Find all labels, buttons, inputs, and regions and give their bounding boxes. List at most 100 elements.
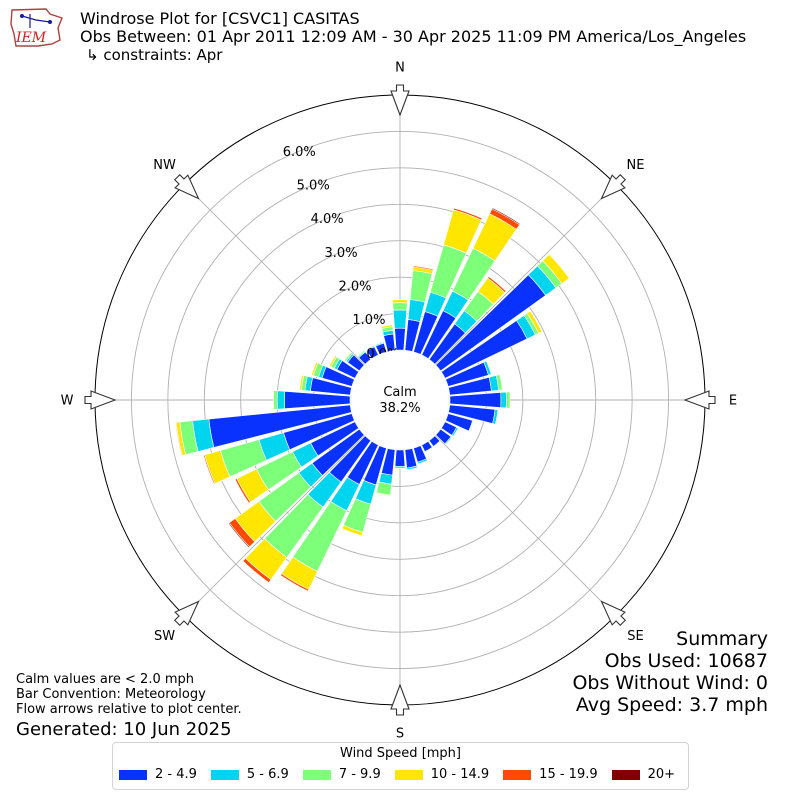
flow-arrows-note: Flow arrows relative to plot center. bbox=[16, 702, 242, 717]
bar-segment-180-2 bbox=[394, 467, 406, 470]
bar-segment-230-5 bbox=[227, 522, 250, 549]
arrow-shape bbox=[600, 174, 626, 200]
legend-label: 2 - 4.9 bbox=[155, 767, 197, 782]
calm-value: 38.2% bbox=[379, 401, 420, 416]
legend-item: 5 - 6.9 bbox=[210, 767, 289, 782]
flow-arrow-ne bbox=[600, 174, 626, 200]
polar-axes: NNEESESSWWNW0.0%1.0%2.0%3.0%4.0%5.0%6.0% bbox=[61, 61, 738, 742]
legend-swatch bbox=[611, 769, 640, 780]
radial-grid bbox=[95, 95, 705, 705]
bar-segment-330-2 bbox=[365, 344, 375, 351]
arrow-shape bbox=[174, 600, 200, 626]
bar-segment-110-2 bbox=[469, 420, 475, 433]
direction-label-ne: NE bbox=[626, 158, 644, 173]
legend-item: 2 - 4.9 bbox=[119, 767, 197, 782]
bar-segment-320-2 bbox=[356, 349, 366, 358]
bar-segment-100-2 bbox=[495, 409, 500, 425]
bar-segment-90-1 bbox=[500, 391, 507, 409]
legend-label: 20+ bbox=[647, 767, 676, 782]
bar-segment-260-4 bbox=[175, 422, 183, 457]
legend-swatch bbox=[210, 769, 239, 780]
obs-used: Obs Used: 10687 bbox=[604, 650, 768, 672]
bar-segment-200-3 bbox=[341, 524, 364, 537]
flow-arrow-w bbox=[84, 390, 117, 410]
legend-title: Wind Speed [mph] bbox=[340, 746, 461, 761]
bar-segment-170-2 bbox=[406, 467, 418, 471]
arrow-shape bbox=[600, 600, 626, 626]
legend-swatch bbox=[394, 769, 423, 780]
bar-segment-30-5 bbox=[491, 207, 521, 226]
footnotes: Calm values are < 2.0 mph Bar Convention… bbox=[16, 672, 242, 717]
bar-segment-120-2 bbox=[452, 427, 460, 438]
bar-segment-90-2 bbox=[505, 391, 511, 409]
legend-swatch bbox=[302, 769, 331, 780]
bar-segment-10-4 bbox=[412, 265, 434, 271]
radial-tick-label: 4.0% bbox=[311, 212, 344, 227]
calm-circle bbox=[350, 350, 450, 450]
bar-segment-160-1 bbox=[417, 458, 428, 465]
legend-swatch bbox=[503, 769, 532, 780]
arrow-shape bbox=[390, 683, 410, 716]
grid-spoke bbox=[435, 184, 616, 365]
bar-segment-140-1 bbox=[433, 440, 441, 448]
bar-segment-0-3 bbox=[392, 299, 408, 304]
logo-text: IEM bbox=[15, 30, 47, 46]
bar-segment-270-1 bbox=[276, 390, 286, 410]
radial-tick-label: 3.0% bbox=[325, 246, 358, 261]
calm-note: Calm values are < 2.0 mph bbox=[16, 672, 195, 687]
calm-label: Calm bbox=[383, 385, 416, 400]
radial-tick-label: 5.0% bbox=[297, 179, 330, 194]
bar-segment-80-2 bbox=[495, 374, 503, 391]
bar-segment-70-3 bbox=[486, 359, 494, 375]
legend-label: 5 - 6.9 bbox=[246, 767, 289, 782]
chart-title: Windrose Plot for [CSVC1] CASITAS bbox=[80, 9, 360, 28]
legend-label: 10 - 14.9 bbox=[430, 767, 490, 782]
obs-between: Obs Between: 01 Apr 2011 12:09 AM - 30 A… bbox=[80, 27, 747, 46]
bar-segment-270-2 bbox=[273, 390, 278, 410]
bar-segment-180-0 bbox=[394, 449, 406, 467]
bar-segment-90-0 bbox=[449, 392, 502, 408]
obs-without-wind: Obs Without Wind: 0 bbox=[572, 672, 768, 694]
legend-label: 7 - 9.9 bbox=[338, 767, 381, 782]
grid-spoke bbox=[184, 184, 365, 365]
arrow-shape bbox=[390, 84, 410, 117]
direction-label-s: S bbox=[396, 727, 404, 742]
bar-segment-0-2 bbox=[392, 302, 408, 311]
grid-spoke bbox=[184, 435, 365, 616]
bar-segment-40-4 bbox=[487, 276, 507, 293]
avg-speed: Avg Speed: 3.7 mph bbox=[575, 694, 768, 716]
radial-tick-label: 2.0% bbox=[338, 279, 371, 294]
bar-segment-240-4 bbox=[234, 478, 251, 504]
flow-arrow-sw bbox=[174, 600, 200, 626]
legend-swatch bbox=[119, 769, 147, 780]
bar-segment-60-3 bbox=[526, 310, 543, 334]
bar-segment-20-4 bbox=[453, 207, 483, 221]
legend-item: 7 - 9.9 bbox=[302, 767, 381, 782]
direction-label-e: E bbox=[729, 394, 737, 409]
flow-arrow-nw bbox=[174, 174, 200, 200]
bar-segment-210-4 bbox=[280, 573, 310, 592]
legend-item: 20+ bbox=[611, 767, 676, 782]
bar-segment-310-3 bbox=[343, 351, 352, 361]
bar-segment-250-4 bbox=[203, 454, 216, 485]
summary-panel: Summary Obs Used: 10687 Obs Without Wind… bbox=[572, 628, 768, 716]
arrow-shape bbox=[84, 390, 117, 410]
legend-item: 10 - 14.9 bbox=[394, 767, 490, 782]
constraints: ↳ constraints: Apr bbox=[86, 46, 223, 64]
bar-segment-220-4 bbox=[242, 557, 272, 584]
arrow-shape bbox=[174, 174, 200, 200]
bar-segment-340-2 bbox=[374, 340, 385, 346]
grid-spoke bbox=[435, 435, 616, 616]
summary-title: Summary bbox=[676, 628, 768, 650]
arrow-shape bbox=[683, 390, 716, 410]
direction-label-w: W bbox=[61, 394, 74, 409]
direction-label-nw: NW bbox=[153, 158, 176, 173]
bar-segment-50-3 bbox=[542, 253, 570, 285]
flow-arrow-s bbox=[390, 683, 410, 716]
bar-segment-280-3 bbox=[299, 374, 305, 391]
iem-logo: IEM bbox=[10, 8, 63, 47]
bar-segment-300-3 bbox=[328, 355, 338, 368]
bar-segment-190-3 bbox=[375, 492, 391, 497]
bar-segment-0-1 bbox=[392, 309, 408, 329]
